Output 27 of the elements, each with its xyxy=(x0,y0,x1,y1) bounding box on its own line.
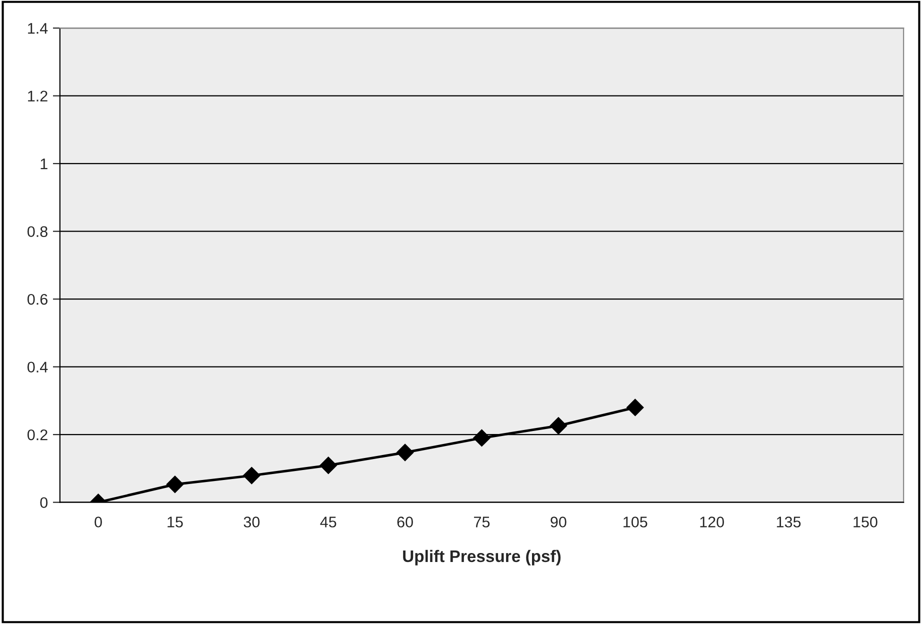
point xyxy=(626,398,644,416)
y-tick-label: 0.8 xyxy=(27,226,48,238)
x-tick-label: 135 xyxy=(776,516,801,528)
x-tick-label: 120 xyxy=(700,516,724,528)
x-tick-label: 30 xyxy=(244,516,260,528)
y-tick-label: 0.6 xyxy=(27,294,48,305)
x-tick-label: 90 xyxy=(550,516,566,528)
x-tick-label: 0 xyxy=(94,516,102,528)
point xyxy=(320,456,337,474)
point xyxy=(550,417,567,434)
x-tick-label: 60 xyxy=(397,516,413,528)
y-tick-label: 0.4 xyxy=(27,362,48,373)
point xyxy=(473,429,490,447)
y-tick-label: 1.4 xyxy=(28,23,48,34)
x-tick-label: 150 xyxy=(854,516,878,528)
y-tick-label: 0.2 xyxy=(27,429,48,440)
y-tick-label: 1.2 xyxy=(28,90,48,102)
point xyxy=(166,476,184,493)
x-tick-label: 105 xyxy=(624,516,648,528)
x-tick-label: 45 xyxy=(320,516,336,528)
y-tick-label: 0 xyxy=(40,497,48,508)
x-tick-label: 75 xyxy=(474,516,490,528)
point xyxy=(396,444,414,462)
y-tick-label: 1 xyxy=(40,158,48,170)
point xyxy=(243,467,260,484)
x-axis-title: Uplift Pressure (psf) xyxy=(403,550,561,566)
x-tick-label: 15 xyxy=(168,516,183,528)
